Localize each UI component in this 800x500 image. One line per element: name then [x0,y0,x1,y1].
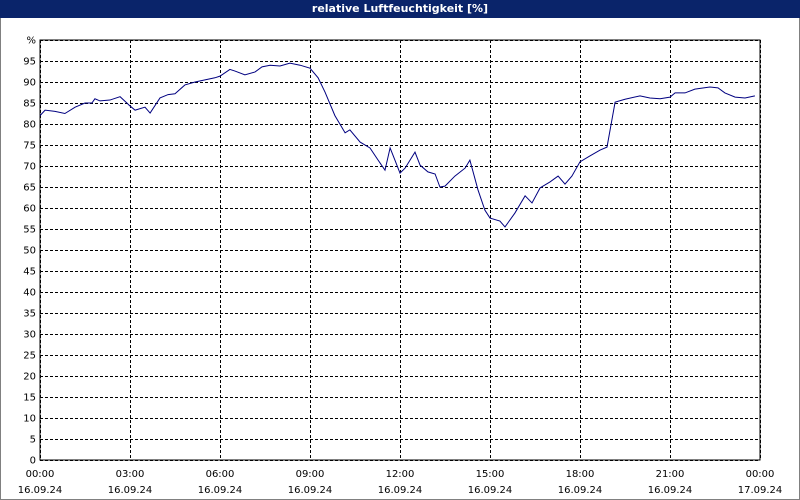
y-tick-label: 0 [30,456,36,467]
x-tick-date: 16.09.24 [468,485,513,496]
y-tick-label: 10 [23,414,36,425]
x-tick-label: 12:00 [386,469,415,480]
y-tick-label: 75 [23,141,36,152]
x-tick-date: 16.09.24 [198,485,243,496]
y-tick-label: 85 [23,99,36,110]
y-tick-label: 95 [23,57,36,68]
chart-title: relative Luftfeuchtigkeit [%] [312,2,488,15]
grid [40,40,761,461]
y-tick-label: 55 [23,225,36,236]
data-line [39,62,756,228]
y-tick-label: 45 [23,267,36,278]
x-tick-label: 00:00 [26,469,55,480]
x-tick-label: 00:00 [746,469,775,480]
x-tick-date: 16.09.24 [288,485,333,496]
x-tick-date: 16.09.24 [18,485,63,496]
x-tick-date: 16.09.24 [378,485,423,496]
x-tick-date: 16.09.24 [558,485,603,496]
y-tick-label: 70 [23,162,36,173]
y-tick-label: 50 [23,246,36,257]
y-tick-label: 30 [23,330,36,341]
y-tick-label: 40 [23,288,36,299]
x-tick-label: 21:00 [656,469,685,480]
x-tick-label: 15:00 [476,469,505,480]
x-tick-date: 17.09.24 [738,485,783,496]
y-tick-label: 80 [23,120,36,131]
y-tick-label: 60 [23,204,36,215]
y-tick-label: 5 [30,435,36,446]
title-bar [0,0,800,18]
x-tick-date: 16.09.24 [648,485,693,496]
y-tick-label: 15 [23,393,36,404]
y-tick-label: 90 [23,78,36,89]
x-tick-label: 09:00 [296,469,325,480]
x-tick-label: 18:00 [566,469,595,480]
x-tick-label: 03:00 [116,469,145,480]
y-tick-label: 25 [23,351,36,362]
y-tick-label: % [26,36,36,47]
x-tick-date: 16.09.24 [108,485,153,496]
y-tick-label: 65 [23,183,36,194]
x-tick-label: 06:00 [206,469,235,480]
plot-border [39,39,761,461]
y-tick-label: 20 [23,372,36,383]
y-tick-label: 35 [23,309,36,320]
